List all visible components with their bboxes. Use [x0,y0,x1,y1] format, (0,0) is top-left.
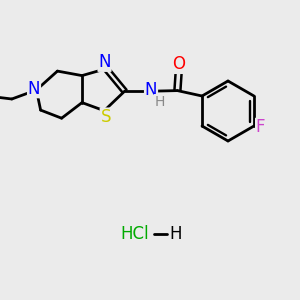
Text: HCl: HCl [121,225,149,243]
Text: N: N [145,81,157,99]
Text: S: S [100,108,111,126]
Text: H: H [169,225,182,243]
Text: N: N [98,53,111,71]
Text: F: F [256,118,265,136]
Text: O: O [172,55,185,73]
Text: H: H [154,95,165,109]
Text: N: N [28,80,40,98]
